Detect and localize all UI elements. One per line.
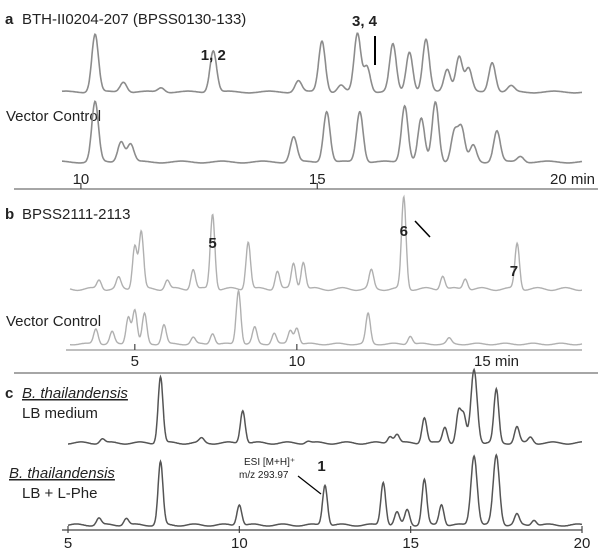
panel-c: c B. thailandensis LB medium B. thailand…: [5, 367, 591, 548]
panel-c-traces: [67, 367, 583, 527]
panel-b-peak-label-3: 7: [510, 263, 518, 280]
panel-b: b BPSS2111-2113 Vector Control 5 6 7 5 10 1…: [5, 194, 598, 374]
panel-a-peak-label-1: 1, 2: [201, 47, 226, 64]
panel-a-trace-2: [62, 100, 583, 164]
panel-b-axis-end-label: 15 min: [474, 353, 519, 370]
panel-c-trace2-medium: LB + L-Phe: [22, 485, 97, 502]
panel-c-letter: c: [5, 385, 13, 402]
panel-b-peak-marker-6: [414, 220, 431, 238]
panel-a-traces: [61, 32, 583, 164]
panel-b-title: BPSS2111-2113: [22, 206, 130, 223]
panel-c-annotation-esi: ESI [M+H]⁺: [244, 457, 295, 468]
panel-c-tick-label-10: 10: [231, 535, 248, 548]
panel-a: a BTH-II0204-207 (BPSS0130-133) Vector C…: [5, 11, 598, 190]
panel-b-trace-2: [70, 289, 583, 346]
panel-c-trace2-species: B. thailandensis: [9, 465, 115, 482]
panel-c-annotation-leader: [297, 475, 322, 495]
panel-b-peak-label-2: 6: [400, 223, 408, 240]
panel-b-traces: [69, 194, 583, 346]
panel-c-trace1-medium: LB medium: [22, 405, 98, 422]
panel-b-peak-labels: 5 6 7: [208, 223, 518, 280]
panel-c-trace-1: [68, 367, 582, 445]
panel-c-trace-2: [67, 453, 583, 527]
panel-c-axis-ticks: 5 10 15 20: [64, 526, 591, 548]
panel-a-peak-label-2: 3, 4: [352, 13, 378, 30]
panel-a-axis-ticks: 10 15: [73, 171, 326, 189]
panel-c-annotation-mz: m/z 293.97: [239, 470, 289, 481]
panel-a-title: BTH-II0204-207 (BPSS0130-133): [22, 11, 246, 28]
panel-c-tick-label-20: 20: [574, 535, 591, 548]
panel-a-tick-label-10: 10: [73, 171, 90, 188]
panel-a-peak-labels: 1, 2 3, 4: [201, 13, 378, 64]
panel-b-letter: b: [5, 206, 14, 223]
panel-b-tick-label-10: 10: [288, 353, 305, 370]
panel-c-peak-label-1: 1: [317, 458, 325, 475]
panel-a-letter: a: [5, 11, 14, 28]
panel-b-trace-1: [69, 194, 582, 292]
panel-b-control-label: Vector Control: [6, 313, 101, 330]
panel-c-tick-label-15: 15: [402, 535, 419, 548]
panel-a-control-label: Vector Control: [6, 108, 101, 125]
panel-b-peak-label-1: 5: [208, 235, 216, 252]
panel-c-trace1-species: B. thailandensis: [22, 385, 128, 402]
panel-a-trace-1: [61, 32, 582, 94]
panel-b-tick-label-5: 5: [131, 353, 139, 370]
panel-a-tick-label-15: 15: [309, 171, 326, 188]
panel-c-tick-label-5: 5: [64, 535, 72, 548]
panel-a-axis-end-label: 20 min: [550, 171, 595, 188]
panel-c-peak-labels: 1: [317, 458, 325, 475]
panel-b-axis-ticks: 5 10: [131, 344, 305, 370]
